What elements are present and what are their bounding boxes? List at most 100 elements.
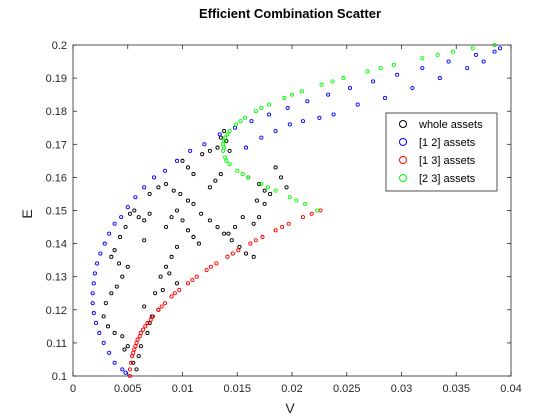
data-point	[450, 49, 456, 54]
data-point	[169, 294, 174, 299]
data-point	[395, 72, 400, 77]
data-point	[141, 327, 146, 332]
data-point	[234, 122, 239, 127]
data-point	[208, 264, 214, 269]
data-point	[164, 224, 169, 230]
data-point	[109, 254, 114, 259]
legend-item: [1 3] assets	[399, 155, 476, 167]
data-point	[185, 198, 191, 203]
y-tick-label: 0.11	[46, 338, 67, 350]
data-point	[133, 344, 138, 349]
data-point	[116, 261, 122, 266]
data-point	[191, 234, 196, 240]
data-point	[215, 145, 220, 150]
data-point	[171, 188, 176, 193]
data-point	[347, 85, 353, 91]
data-point	[174, 158, 180, 163]
data-point	[150, 314, 155, 319]
data-point	[218, 172, 223, 177]
data-point	[254, 198, 260, 203]
data-point	[134, 367, 139, 372]
ticks-layer: 0 0.005 0.01 0.015 0.02 0.025 0.03 0.035 0.04 0.1…	[46, 40, 522, 395]
legend-item: [1 2] assets	[399, 137, 476, 149]
data-point	[185, 228, 191, 233]
data-point	[101, 314, 106, 319]
plot-background	[73, 45, 511, 376]
data-point	[280, 224, 285, 230]
y-tick-label: 0.16	[46, 172, 67, 184]
data-point	[253, 109, 258, 114]
data-point	[102, 241, 107, 246]
data-point	[225, 254, 230, 259]
data-point	[107, 231, 112, 236]
data-point	[227, 148, 232, 153]
data-point	[97, 330, 102, 336]
data-point	[145, 330, 150, 336]
data-point	[217, 132, 222, 137]
data-point	[92, 271, 97, 276]
data-point	[107, 350, 112, 355]
series-1	[90, 46, 503, 375]
y-tick-label: 0.19	[46, 73, 67, 85]
legend-item: [2 3] assets	[399, 173, 476, 185]
data-point	[236, 248, 241, 253]
y-tick-label: 0.1	[52, 371, 67, 383]
data-point	[158, 274, 163, 279]
legend-label: [2 3] assets	[419, 173, 476, 185]
data-point	[309, 211, 314, 216]
data-point	[286, 221, 291, 226]
data-point	[240, 215, 245, 220]
data-point	[138, 330, 143, 336]
x-tick-label: 0.04	[500, 383, 521, 395]
data-point	[222, 138, 227, 144]
data-point	[222, 145, 227, 150]
data-point	[248, 241, 253, 246]
data-point	[253, 238, 258, 243]
data-point	[287, 122, 292, 127]
data-point	[226, 231, 231, 236]
data-point	[259, 135, 264, 140]
data-point	[287, 195, 292, 200]
data-point	[162, 168, 168, 173]
data-point	[200, 152, 205, 157]
legend-marker	[399, 120, 407, 128]
x-tick-label: 0.02	[281, 383, 302, 395]
legend-label: [1 3] assets	[419, 155, 476, 167]
data-point	[242, 115, 247, 120]
data-point	[370, 79, 376, 84]
data-point	[410, 85, 415, 91]
data-point	[138, 344, 143, 349]
data-point	[178, 191, 183, 196]
data-point	[109, 291, 114, 296]
legend-marker	[399, 156, 407, 164]
data-point	[112, 221, 117, 226]
data-point	[112, 248, 117, 253]
data-point	[125, 205, 130, 210]
data-point	[257, 181, 262, 187]
data-point	[148, 317, 153, 322]
data-point	[177, 287, 182, 292]
data-point	[112, 330, 117, 336]
data-point	[259, 181, 264, 187]
data-point	[303, 201, 308, 206]
data-point	[420, 56, 425, 61]
x-tick-label: 0.035	[442, 383, 470, 395]
data-point	[191, 172, 196, 177]
data-point	[103, 301, 108, 306]
data-point	[105, 324, 111, 329]
data-point	[391, 62, 396, 67]
data-point	[341, 76, 346, 81]
data-point	[300, 215, 306, 220]
data-point	[268, 191, 273, 196]
data-point	[473, 52, 479, 57]
data-point	[266, 112, 272, 117]
data-point	[145, 320, 150, 326]
data-point	[93, 320, 99, 326]
data-point	[243, 251, 249, 256]
data-point	[101, 340, 106, 345]
data-point	[191, 201, 196, 206]
legend-label: whole assets	[418, 119, 483, 131]
data-point	[497, 46, 503, 51]
data-point	[481, 59, 486, 64]
data-point	[185, 165, 191, 170]
